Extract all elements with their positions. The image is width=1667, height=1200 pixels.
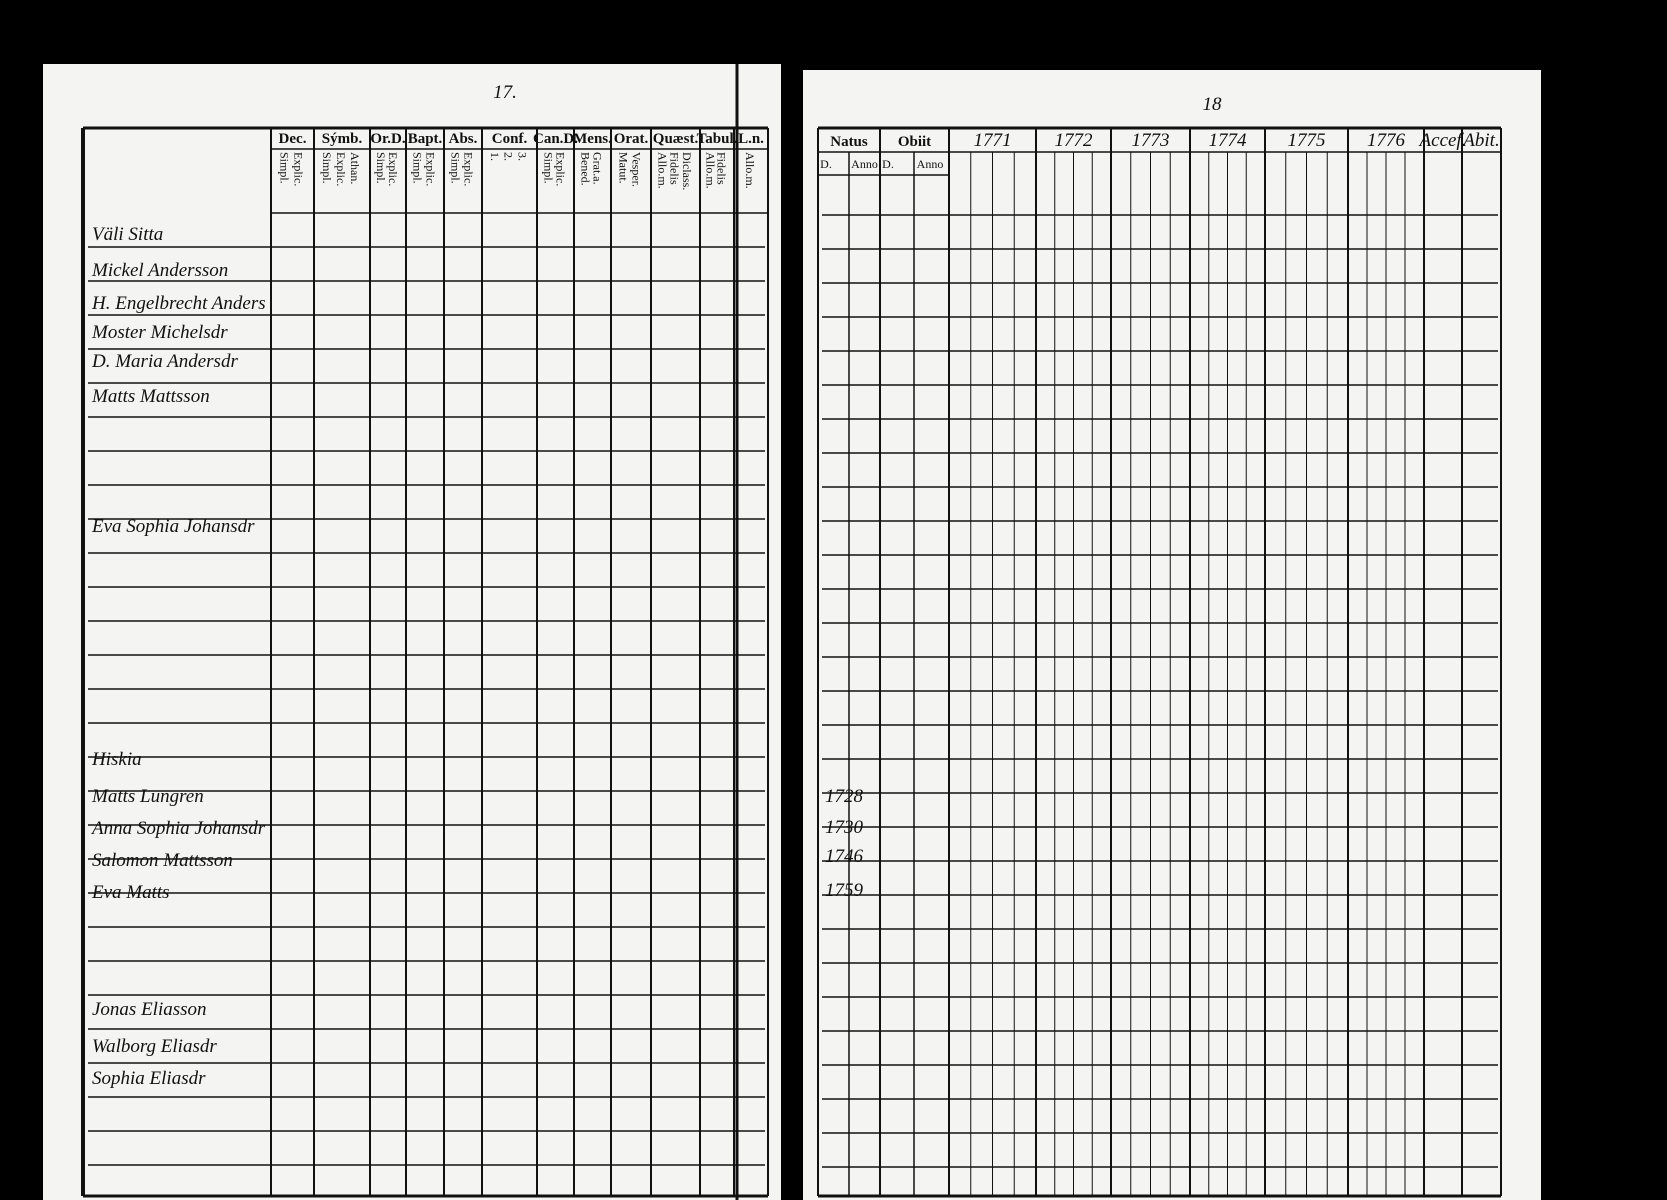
- column-subheader: Simpl.: [541, 152, 555, 184]
- page-number: 18: [1203, 94, 1223, 115]
- column-subheader: 3.: [515, 152, 529, 161]
- column-header: 1775: [1288, 130, 1326, 151]
- column-subheader: Matut.: [616, 152, 630, 184]
- column-subheader: Simpl.: [320, 152, 334, 184]
- column-subheader: Bened.: [578, 152, 592, 186]
- column-subheader: Allo.m.: [743, 152, 757, 189]
- column-subheader: Explic.: [554, 152, 568, 186]
- column-subheader: Fidelis: [715, 152, 729, 185]
- person-name: Matts Lungren: [91, 786, 204, 807]
- column-header: 1771: [974, 130, 1012, 151]
- column-subheader: Allo.m.: [655, 152, 669, 189]
- grid: [81, 126, 1502, 1198]
- column-header: Abs.: [449, 131, 478, 147]
- column-header: Quæst.: [653, 131, 699, 147]
- column-header: Dec.: [279, 131, 307, 147]
- person-name: Eva Matts: [91, 882, 170, 903]
- column-header: 1774: [1209, 130, 1248, 151]
- column-subheader: 1.: [488, 152, 502, 161]
- person-name: Anna Sophia Johansdr: [90, 818, 266, 839]
- person-name: Moster Michelsdr: [91, 322, 228, 343]
- column-header: Tabul.: [697, 131, 738, 147]
- right-page: [803, 70, 1541, 1200]
- column-subheader: Explic.: [334, 152, 348, 186]
- person-name: D. Maria Andersdr: [91, 351, 238, 372]
- column-subheader: 2.: [502, 152, 516, 161]
- column-header: Natus: [830, 134, 868, 150]
- column-subheader: Simpl.: [277, 152, 291, 184]
- column-subheader: Explic.: [461, 152, 475, 186]
- column-subheader: Allo.m.: [703, 152, 717, 189]
- column-subheader: Simpl.: [449, 152, 463, 184]
- column-header: Sýmb.: [322, 131, 363, 147]
- column-subheader: Anno: [917, 157, 944, 171]
- column-subheader: Simpl.: [411, 152, 425, 184]
- page-number: 17.: [493, 82, 517, 103]
- person-name: H. Engelbrecht Anders: [91, 293, 266, 314]
- person-name: Sophia Eliasdr: [92, 1068, 206, 1089]
- column-subheader: D.: [882, 157, 894, 171]
- column-subheader: Diclass.: [680, 152, 694, 190]
- birth-year: 1759: [825, 880, 864, 901]
- person-name: Matts Mattsson: [91, 386, 210, 407]
- column-subheader: Vesper.: [630, 152, 644, 187]
- column-subheader: Anno: [851, 157, 878, 171]
- column-subheader: Athan.: [348, 152, 362, 184]
- birth-year: 1728: [825, 786, 864, 807]
- column-header: Obiit: [898, 134, 931, 150]
- column-header: Conf.: [492, 131, 528, 147]
- person-name: Walborg Eliasdr: [92, 1036, 217, 1057]
- column-subheader: Explic.: [292, 152, 306, 186]
- column-header: 1773: [1132, 130, 1170, 151]
- column-subheader: Fidelis: [668, 152, 682, 185]
- column-header: 1776: [1367, 130, 1406, 151]
- column-header: Can.D.: [533, 131, 578, 147]
- birth-year: 1730: [825, 817, 864, 838]
- column-header: L.n.: [738, 131, 764, 147]
- column-header: Accef.: [1418, 130, 1467, 151]
- birth-year: 1746: [825, 846, 864, 867]
- column-subheader: Simpl.: [374, 152, 388, 184]
- person-name: Jonas Eliasson: [92, 999, 207, 1020]
- person-name: Väli Sitta: [92, 224, 163, 245]
- column-header: Mens.: [573, 131, 612, 147]
- person-name: Salomon Mattsson: [92, 850, 233, 871]
- column-header: 1772: [1055, 130, 1094, 151]
- column-header: Or.D.: [370, 131, 406, 147]
- person-name: Mickel Andersson: [91, 260, 228, 281]
- left-page: [43, 64, 781, 1200]
- texts: Dec.Simpl. Explic.Sýmb.Simpl. Explic. Athan…: [90, 130, 1500, 1089]
- column-subheader: Explic.: [386, 152, 400, 186]
- column-subheader: Grat.a.: [591, 152, 605, 185]
- person-name: Eva Sophia Johansdr: [91, 516, 255, 537]
- column-subheader: D.: [820, 157, 832, 171]
- person-name: Hiskia: [91, 749, 142, 770]
- column-subheader: Explic.: [423, 152, 437, 186]
- column-header: Orat.: [614, 131, 649, 147]
- column-header: Bapt.: [408, 131, 443, 147]
- column-header: Abit.: [1461, 130, 1499, 151]
